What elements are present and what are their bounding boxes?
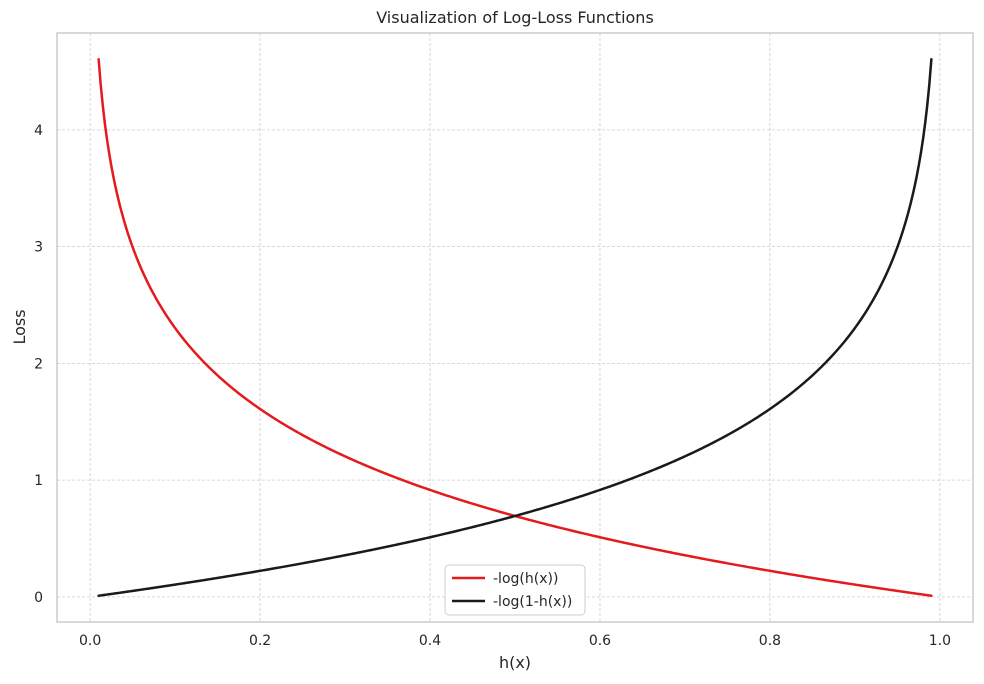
y-tick-label: 3 (34, 240, 43, 256)
legend: -log(h(x)) -log(1-h(x)) (444, 564, 586, 616)
x-tick-label: 1.0 (929, 633, 951, 649)
legend-label-neg-log-1-minus-h: -log(1-h(x)) (493, 594, 572, 610)
y-axis-ticks: 0 1 2 3 4 (34, 123, 43, 606)
x-tick-label: 0.8 (759, 633, 781, 649)
y-tick-label: 1 (34, 473, 43, 489)
x-tick-label: 0.0 (79, 633, 101, 649)
y-tick-label: 0 (34, 590, 43, 606)
x-axis-title: h(x) (499, 653, 531, 672)
legend-label-neg-log-h: -log(h(x)) (493, 571, 558, 587)
y-axis-title: Loss (10, 309, 29, 344)
y-tick-label: 2 (34, 356, 43, 372)
y-tick-label: 4 (34, 123, 43, 139)
series-lines (97, 58, 933, 597)
x-tick-label: 0.2 (249, 633, 271, 649)
chart-title: Visualization of Log-Loss Functions (376, 8, 654, 27)
x-axis-ticks: 0.0 0.2 0.4 0.6 0.8 1.0 (79, 633, 951, 649)
plot-area (56, 32, 974, 623)
x-tick-label: 0.4 (419, 633, 441, 649)
series-line-neg-log-1-minus-h (97, 58, 933, 597)
x-tick-label: 0.6 (589, 633, 611, 649)
